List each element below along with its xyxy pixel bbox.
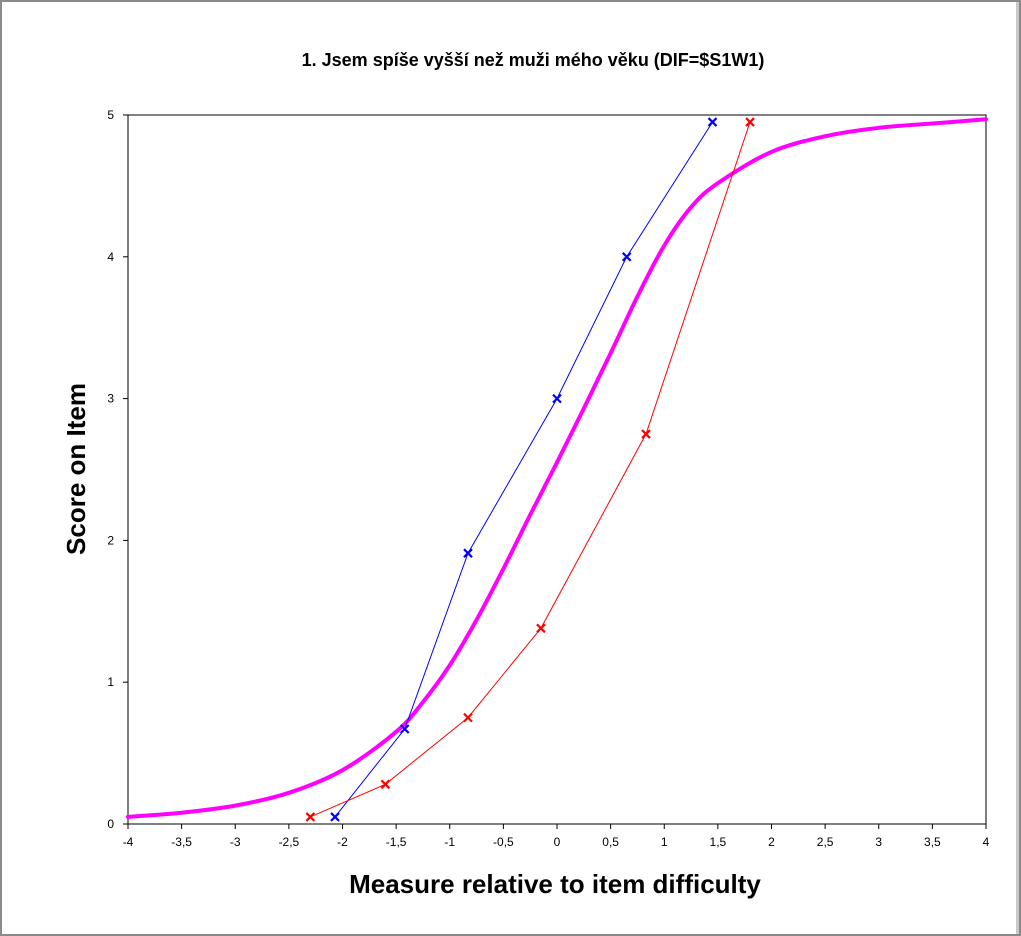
series-1-point-marker [621,252,632,262]
x-tick-label: 0,5 [602,835,619,849]
x-tick-label: -3 [230,835,241,849]
x-tick-label: 0 [554,835,561,849]
series-1-line [334,121,713,818]
series-2-point-marker [463,712,473,723]
x-tick-label: -2 [337,835,348,849]
y-tick-label: 1 [107,675,114,689]
y-tick-label: 4 [107,250,114,264]
y-tick-label: 2 [107,533,114,547]
series-2-point-marker [536,623,546,634]
chart-title: 1. Jsem spíše vyšší než muži mého věku (… [302,50,765,70]
series-2-point-marker [745,117,755,127]
x-tick-label: -1 [444,835,455,849]
x-tick-label: 2,5 [817,835,834,849]
series-1-point-marker [463,548,473,558]
model-curve-line [126,117,988,819]
x-tick-label: 1,5 [710,835,727,849]
series-2-point-marker [380,779,391,790]
series-1-point-marker [330,812,340,822]
y-tick-label: 0 [107,817,114,831]
x-tick-label: 3 [875,835,882,849]
series-2-line [310,121,751,818]
x-tick-label: 2 [768,835,775,849]
series-1-point-marker [399,724,410,734]
x-axis-label: Measure relative to item difficulty [349,869,761,899]
y-tick-label: 3 [107,392,114,406]
x-tick-label: -0,5 [493,835,514,849]
series-2-point-marker [641,429,651,439]
series-1-point-marker [552,393,562,404]
y-tick-label: 5 [107,108,114,122]
x-tick-label: -4 [123,835,134,849]
series-2-point-marker [305,812,316,822]
x-tick-label: -1,5 [386,835,407,849]
x-tick-label: -2,5 [279,835,300,849]
plot-area: -4 -3,5 -3 -2,5 -2 -1,5 -1 -0,5 0 0,5 1 1,5 2 2,5 3 3,5… [107,108,989,849]
series-1-point-marker [707,117,718,127]
y-axis-label: Score on Item [61,383,91,555]
x-tick-label: -3,5 [171,835,192,849]
plot-border [127,114,987,825]
x-tick-label: 1 [661,835,668,849]
frame-edge [1016,2,1019,934]
x-tick-label: 4 [983,835,990,849]
x-tick-label: 3,5 [924,835,941,849]
